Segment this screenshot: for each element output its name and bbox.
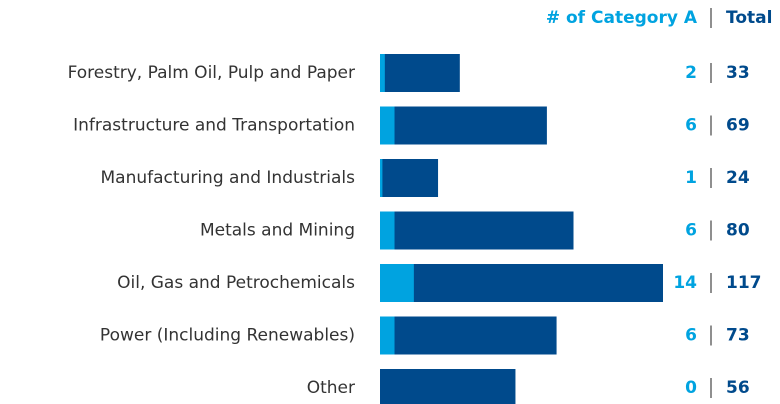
category-a-bar	[380, 106, 395, 145]
category-label: Oil, Gas and Petrochemicals	[117, 273, 355, 293]
total-bar	[380, 211, 574, 250]
category-a-value: 1	[685, 168, 697, 188]
total-value: 24	[726, 168, 750, 188]
total-value: 56	[726, 378, 750, 398]
category-a-value: 0	[685, 378, 697, 398]
category-label: Infrastructure and Transportation	[73, 116, 355, 136]
category-a-value: 6	[685, 221, 697, 241]
total-value: 80	[726, 221, 750, 241]
category-a-bar	[380, 159, 383, 197]
category-a-value: 6	[685, 326, 697, 346]
total-value: 117	[726, 273, 762, 293]
legend-total: Total	[726, 8, 772, 28]
total-bar	[380, 264, 663, 302]
category-label: Other	[307, 378, 355, 398]
category-a-value: 14	[673, 273, 697, 293]
category-a-value: 6	[685, 116, 697, 136]
category-a-value: 2	[685, 63, 697, 83]
total-value: 33	[726, 63, 750, 83]
total-bar	[380, 159, 439, 197]
legend-category-a: # of Category A	[546, 8, 698, 28]
category-a-bar	[380, 316, 395, 355]
category-label: Power (Including Renewables)	[100, 326, 355, 346]
category-a-bar	[380, 264, 414, 302]
total-bar	[380, 106, 547, 145]
total-value: 73	[726, 326, 750, 346]
total-bar	[380, 316, 557, 355]
category-a-bar	[380, 54, 385, 92]
category-a-bar	[380, 211, 395, 250]
total-bar	[380, 54, 460, 92]
total-bar	[380, 369, 516, 404]
category-label: Manufacturing and Industrials	[101, 168, 356, 188]
total-value: 69	[726, 116, 750, 136]
category-label: Forestry, Palm Oil, Pulp and Paper	[68, 63, 355, 83]
category-label: Metals and Mining	[200, 221, 355, 241]
